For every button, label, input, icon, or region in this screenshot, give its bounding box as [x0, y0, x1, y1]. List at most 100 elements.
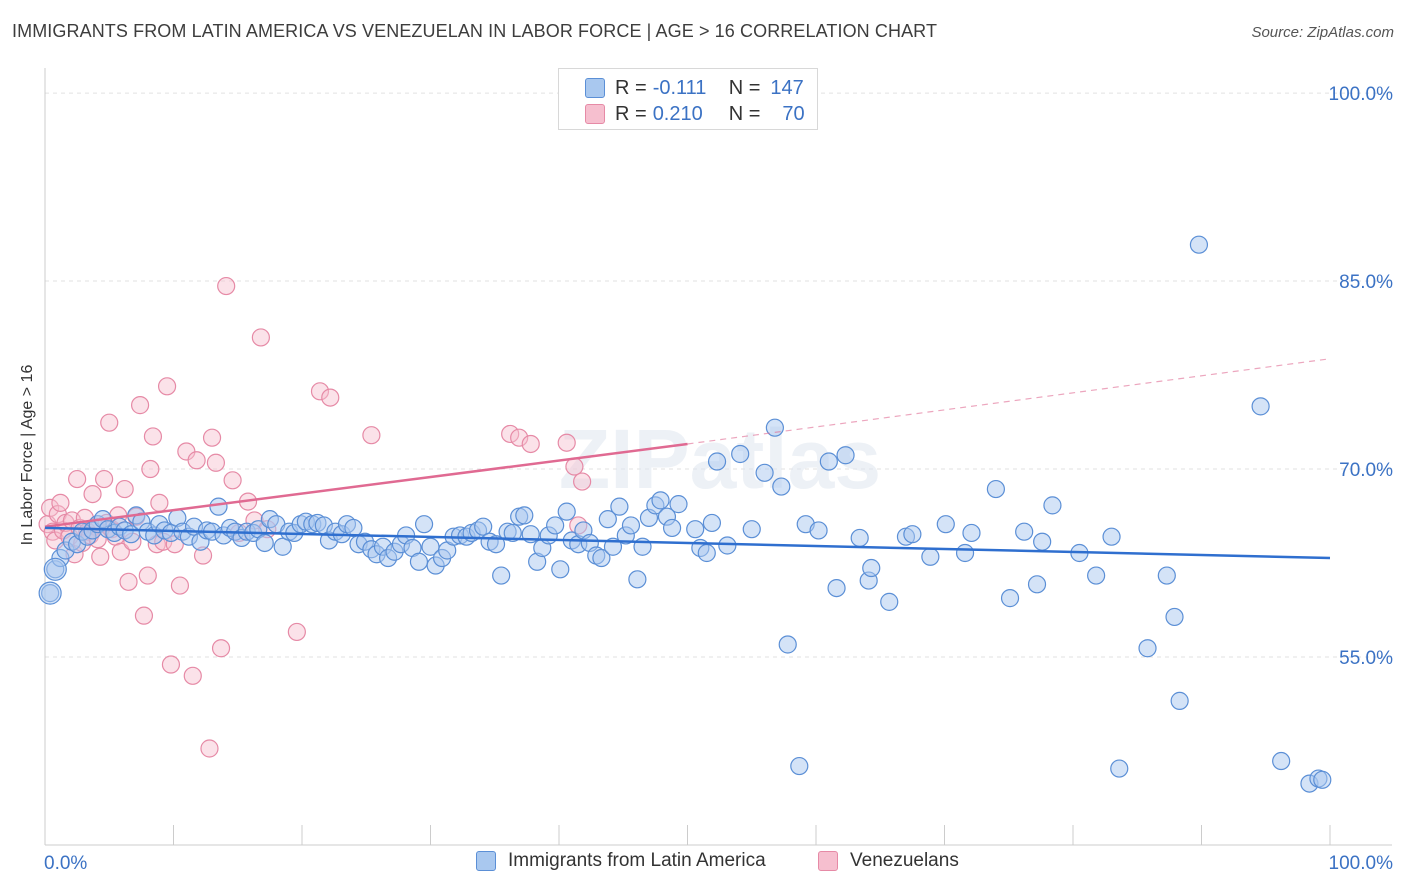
latin-america-point [772, 477, 791, 496]
latin-america-point [610, 497, 629, 516]
venezuelans-point [501, 424, 520, 444]
latin-america-point [209, 497, 228, 516]
latin-america-point [1102, 527, 1121, 546]
legend-swatch-pink [585, 104, 605, 124]
venezuelans-point [362, 426, 381, 445]
venezuelans-point [573, 472, 592, 491]
legend-item-latin-america: Immigrants from Latin America [476, 850, 766, 872]
latin-america-point [955, 543, 975, 563]
legend-item-venezuelans: Venezuelans [818, 850, 959, 872]
latin-america-point [903, 525, 922, 544]
latin-america-point [862, 558, 881, 578]
latin-america-point [880, 592, 899, 611]
latin-america-point [1110, 759, 1129, 778]
latin-america-point [43, 557, 67, 581]
venezuelans-point [187, 451, 206, 470]
venezuelans-point [217, 276, 236, 296]
legend-swatch-blue [476, 851, 496, 871]
legend-n-label: N = [728, 76, 761, 99]
x-tick-label: 0.0% [44, 853, 87, 874]
venezuelans-points [38, 276, 592, 758]
latin-america-point [1033, 532, 1052, 551]
latin-america-point [414, 515, 434, 534]
venezuelans-point [183, 666, 202, 685]
latin-america-point [669, 495, 688, 514]
latin-america-point [1027, 575, 1047, 594]
latin-america-point [742, 520, 761, 539]
legend-row-blue: R = -0.111 N = 147 [585, 77, 804, 99]
latin-america-point [1000, 589, 1020, 608]
x-tick-label: 100.0% [1329, 853, 1394, 874]
venezuelans-point [557, 433, 576, 452]
latin-america-point [486, 535, 506, 554]
latin-america-point [1087, 566, 1106, 585]
venezuelans-point [68, 469, 87, 489]
venezuelans-point [202, 428, 222, 447]
legend-row-pink: R = 0.210 N = 70 [585, 103, 805, 125]
legend-n-value: 147 [770, 76, 804, 99]
latin-america-point [557, 502, 576, 521]
latin-america-point [662, 518, 682, 538]
latin-america-point [778, 635, 797, 654]
latin-america-point [503, 523, 522, 543]
venezuelans-point [100, 413, 119, 432]
venezuelans-point [119, 572, 138, 591]
venezuelans-point [211, 639, 231, 658]
latin-america-point [790, 756, 809, 776]
latin-america-point [474, 517, 493, 536]
venezuelans-point [141, 459, 160, 479]
latin-america-point [986, 479, 1006, 499]
latin-america-point [1165, 607, 1184, 627]
venezuelans-point [251, 328, 270, 347]
venezuelans-point [95, 469, 114, 489]
legend-label-latin-america: Immigrants from Latin America [508, 850, 766, 871]
latin-america-point [755, 463, 774, 482]
latin-america-point [1170, 691, 1189, 710]
latin-america-point [1272, 751, 1291, 771]
axes [44, 68, 1392, 846]
latin-america-point [707, 452, 727, 471]
latin-america-point [1138, 639, 1157, 658]
venezuelans-point [143, 427, 163, 446]
latin-america-trend-line [44, 526, 1331, 560]
legend-r-label: R = [615, 76, 647, 99]
latin-america-point [1157, 566, 1176, 585]
latin-america-point [515, 506, 534, 525]
latin-america-point [598, 510, 617, 529]
latin-america-point [962, 523, 981, 543]
legend-swatch-pink [818, 851, 838, 871]
latin-america-point [551, 560, 570, 579]
venezuelans-point [91, 547, 110, 566]
latin-america-point [718, 536, 737, 555]
latin-america-point [731, 444, 750, 464]
venezuelans-point [310, 382, 330, 401]
venezuelans-point [206, 453, 226, 472]
venezuelans-point [321, 388, 340, 407]
legend-n-label: N = [728, 102, 761, 125]
y-tick-label: 70.0% [1339, 460, 1393, 481]
latin-america-point [1251, 397, 1270, 416]
latin-america-point [1043, 496, 1062, 515]
legend-r-value: -0.111 [652, 76, 707, 99]
venezuelans-point [134, 606, 154, 625]
latin-america-point [409, 552, 429, 571]
latin-america-point [651, 491, 670, 510]
legend-label-venezuelans: Venezuelans [850, 850, 959, 871]
legend-n-value: 70 [782, 102, 805, 125]
latin-america-point [1313, 770, 1332, 789]
grid-lines [45, 92, 1392, 658]
latin-america-point [38, 581, 62, 605]
latin-america-point [546, 516, 565, 535]
latin-america-point [344, 518, 363, 538]
latin-america-point [827, 578, 846, 598]
venezuelans-point [130, 396, 150, 415]
venezuelans-point [223, 471, 242, 490]
latin-america-point [819, 452, 838, 471]
latin-america-point [850, 528, 869, 548]
venezuelans-point [150, 493, 169, 512]
venezuelans-point [83, 484, 102, 504]
venezuelans-point [115, 479, 134, 499]
y-tick-label: 100.0% [1329, 84, 1394, 105]
venezuelans-point [510, 428, 529, 447]
latin-america-point [836, 446, 855, 465]
